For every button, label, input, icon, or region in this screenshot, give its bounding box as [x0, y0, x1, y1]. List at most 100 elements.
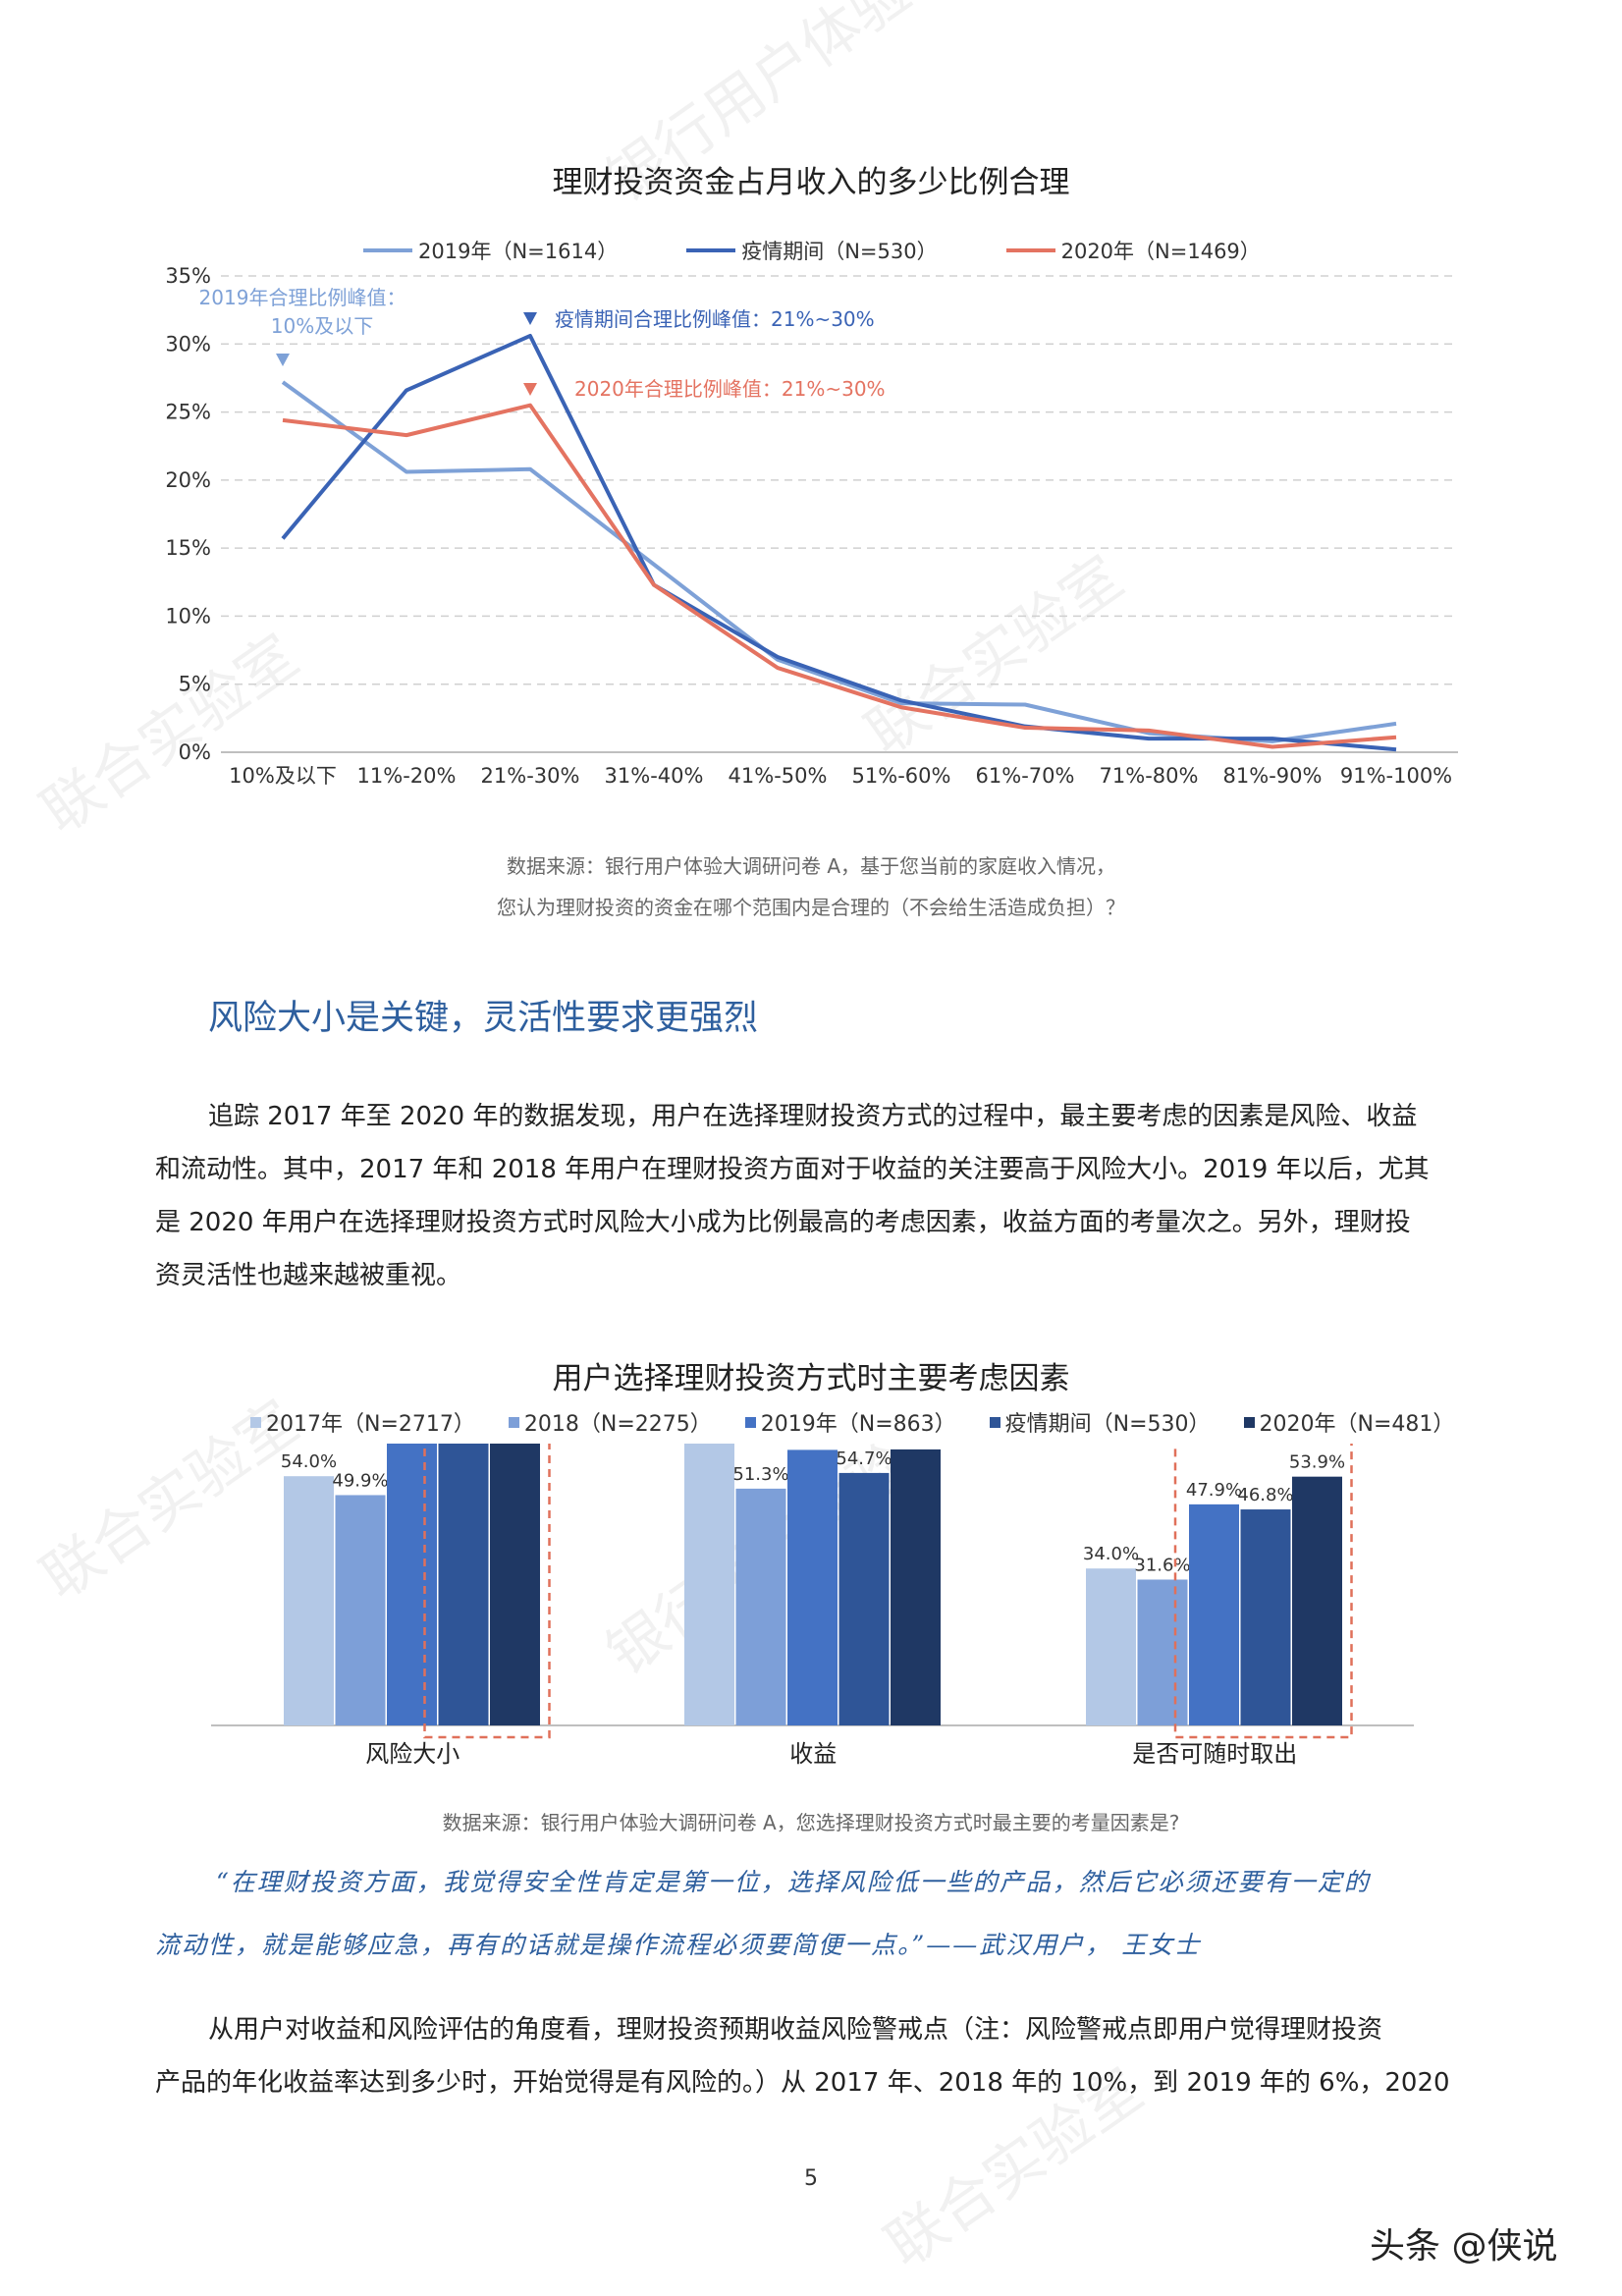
legend-square-icon: [744, 1416, 756, 1428]
legend-item-epidemic: 疫情期间（N=530）: [989, 1406, 1211, 1438]
chart1-title: 理财投资资金占月收入的多少比例合理: [552, 165, 1070, 200]
legend-item-epidemic: 疫情期间（N=530）: [686, 236, 938, 265]
x-tick-label: 11%-20%: [357, 764, 457, 788]
category-label: 风险大小: [365, 1740, 460, 1768]
bar: [838, 1472, 890, 1725]
legend-item-2020: 2020年（N=481）: [1243, 1406, 1454, 1438]
data-label: 59.7%: [784, 1444, 840, 1446]
legend-label: 2019年（N=863）: [760, 1412, 956, 1437]
x-tick-label: 61%-70%: [976, 764, 1075, 788]
paragraph-line: 产品的年化收益率达到多少时，开始觉得是有风险的。）从 2017 年、2018 年…: [155, 2068, 1450, 2098]
legend-line-icon: [686, 248, 736, 252]
legend-line-icon: [363, 248, 412, 252]
annotation-2019-line1: 2019年合理比例峰值：: [199, 286, 406, 309]
chart1-legend: 2019年（N=1614） 疫情期间（N=530） 2020年（N=1469）: [363, 236, 1261, 265]
paragraph-line: 追踪 2017 年至 2020 年的数据发现，用户在选择理财投资方式的过程中，最…: [208, 1102, 1418, 1131]
chart1-source-line2: 您认为理财投资的资金在哪个范围内是合理的（不会给生活造成负担）？: [497, 896, 1125, 919]
annotation-2020: 2020年合理比例峰值：21%~30%: [574, 377, 886, 401]
annotation-2019-line2: 10%及以下: [271, 314, 373, 338]
section-heading: 风险大小是关键，灵活性要求更强烈: [208, 999, 759, 1038]
paragraph-line: 从用户对收益和风险评估的角度看，理财投资预期收益风险警戒点（注：风险警戒点即用户…: [208, 2015, 1383, 2045]
category-label: 是否可随时取出: [1132, 1740, 1297, 1768]
legend-item-2020: 2020年（N=1469）: [1005, 236, 1261, 265]
quote-line: 流动性，就是能够应急，再有的话就是操作流程必须要简便一点。”——武汉用户， 王女…: [155, 1931, 1202, 1959]
bar: [1189, 1503, 1239, 1725]
x-tick-label: 91%-100%: [1340, 764, 1452, 788]
y-tick-label: 30%: [165, 332, 211, 355]
chart2-legend: 2017年（N=2717） 2018（N=2275） 2019年（N=863） …: [250, 1406, 1454, 1438]
legend-label: 疫情期间（N=530）: [1004, 1412, 1211, 1437]
legend-square-icon: [1243, 1416, 1255, 1428]
y-tick-label: 10%: [165, 604, 211, 628]
series-line: [282, 403, 1397, 749]
x-tick-label: 41%-50%: [729, 764, 828, 788]
data-label: 31.6%: [1134, 1555, 1190, 1575]
data-label: 49.9%: [332, 1470, 388, 1491]
bar: [1137, 1579, 1188, 1725]
data-label: 59.8%: [888, 1444, 944, 1446]
bar: [787, 1449, 838, 1725]
legend-label: 2019年（N=1614）: [418, 240, 619, 263]
chart2-title: 用户选择理财投资方式时主要考虑因素: [552, 1361, 1070, 1396]
data-label: 54.0%: [281, 1451, 337, 1472]
paragraph-line: 是 2020 年用户在选择理财投资方式时风险大小成为比例最高的考虑因素，收益方面…: [155, 1208, 1411, 1237]
data-label: 46.8%: [1237, 1485, 1293, 1505]
legend-item-2019: 2019年（N=1614）: [363, 236, 618, 265]
legend-square-icon: [989, 1416, 1000, 1428]
x-tick-label: 10%及以下: [229, 764, 337, 788]
quote-line: “在理财投资方面，我觉得安全性肯定是第一位，选择风险低一些的产品，然后它必须还要…: [216, 1868, 1371, 1896]
x-tick-label: 31%-40%: [605, 764, 704, 788]
bar: [735, 1488, 786, 1725]
bar: [490, 1444, 540, 1725]
data-label: 54.7%: [836, 1449, 892, 1469]
legend-item-2018: 2018（N=2275）: [508, 1406, 712, 1438]
data-label: 53.9%: [1289, 1452, 1345, 1473]
highlight-box: [1173, 1444, 1353, 1739]
triangle-marker-icon: [523, 312, 537, 325]
x-tick-label: 51%-60%: [852, 764, 951, 788]
triangle-marker-icon: [523, 383, 537, 396]
bar: [438, 1444, 489, 1725]
chart2-source: 数据来源：银行用户体验大调研问卷 A，您选择理财投资方式时最主要的考量因素是?: [442, 1811, 1180, 1834]
bar: [1292, 1476, 1342, 1725]
legend-label: 2018（N=2275）: [523, 1412, 712, 1437]
y-tick-label: 0%: [179, 740, 211, 764]
bar: [387, 1444, 437, 1725]
bar: [684, 1444, 734, 1725]
y-tick-label: 15%: [165, 536, 211, 560]
y-tick-label: 5%: [179, 673, 211, 696]
legend-square-icon: [250, 1416, 261, 1428]
y-tick-label: 25%: [165, 401, 211, 424]
bar: [891, 1449, 941, 1725]
legend-label: 疫情期间（N=530）: [741, 240, 938, 263]
legend-item-2019: 2019年（N=863）: [744, 1406, 956, 1438]
legend-label: 2017年（N=2717）: [266, 1412, 475, 1437]
bar: [1240, 1509, 1291, 1725]
triangle-marker-icon: [276, 354, 290, 366]
paragraph-2: 从用户对收益和风险评估的角度看，理财投资预期收益风险警戒点（注：风险警戒点即用户…: [155, 2003, 1471, 2109]
bar: [1086, 1568, 1136, 1725]
x-tick-label: 21%-30%: [481, 764, 580, 788]
bar: [335, 1495, 386, 1725]
page-number: 5: [804, 2166, 818, 2191]
paragraph-1: 追踪 2017 年至 2020 年的数据发现，用户在选择理财投资方式的过程中，最…: [155, 1090, 1471, 1302]
x-tick-label: 81%-90%: [1223, 764, 1323, 788]
chart1-source-line1: 数据来源：银行用户体验大调研问卷 A，基于您当前的家庭收入情况，: [506, 854, 1116, 878]
paragraph-line: 和流动性。其中，2017 年和 2018 年用户在理财投资方面对于收益的关注要高…: [155, 1155, 1430, 1184]
data-label: 34.0%: [1083, 1544, 1139, 1564]
annotation-epidemic: 疫情期间合理比例峰值：21%~30%: [555, 307, 875, 331]
category-label: 收益: [789, 1740, 837, 1768]
data-label: 47.9%: [1186, 1480, 1242, 1501]
bar-chart: 54.0%49.9%61.2%64.7%65.1%风险大小62.0%51.3%5…: [211, 1444, 1414, 1768]
legend-label: 2020年（N=1469）: [1060, 240, 1261, 263]
highlight-box: [423, 1444, 551, 1739]
paragraph-line: 资灵活性也越来越被重视。: [155, 1261, 462, 1290]
legend-line-icon: [1005, 248, 1055, 252]
legend-item-2017: 2017年（N=2717）: [250, 1406, 475, 1438]
legend-square-icon: [508, 1416, 519, 1428]
footer-attribution: 头条 @侠说: [1370, 2226, 1558, 2267]
y-tick-label: 20%: [165, 468, 211, 492]
bar: [284, 1476, 334, 1725]
line-chart: 0% 5% 10% 15% 20% 25% 30% 35% 10%及以下 11%-20% 21%-3…: [165, 264, 1458, 788]
x-tick-label: 71%-80%: [1100, 764, 1199, 788]
